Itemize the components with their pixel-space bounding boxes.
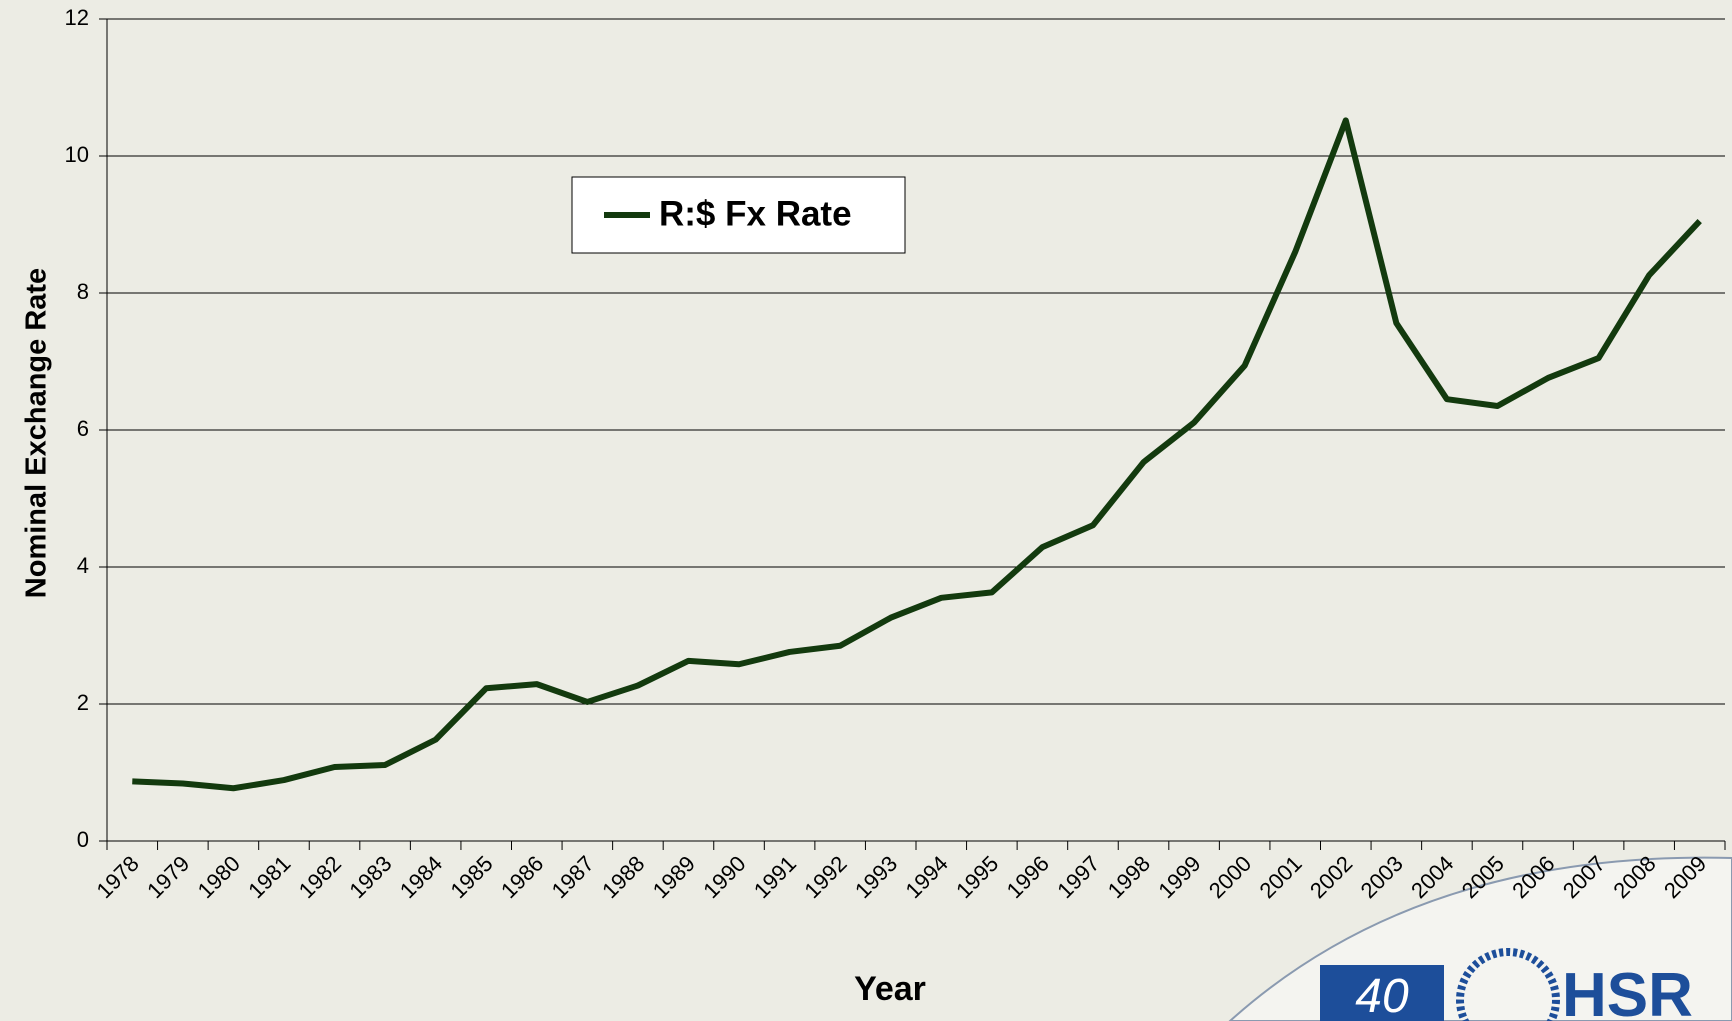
logo-text: HSR <box>1562 961 1693 1021</box>
y-tick-label: 4 <box>77 553 89 578</box>
logo-box <box>1320 965 1444 1021</box>
y-tick-label: 10 <box>65 142 89 167</box>
y-tick-label: 8 <box>77 279 89 304</box>
data-line <box>132 117 1702 792</box>
y-tick-label: 12 <box>65 5 89 30</box>
y-tick-label: 6 <box>77 416 89 441</box>
y-tick-label: 2 <box>77 690 89 715</box>
x-axis-title: Year <box>854 970 926 1008</box>
legend-label: R:$ Fx Rate <box>659 194 852 233</box>
y-tick-label: 0 <box>77 827 89 852</box>
logo-emblem <box>1456 948 1560 1021</box>
y-axis-title: Nominal Exchange Rate <box>21 268 53 598</box>
logo-number: 40 <box>1355 970 1409 1021</box>
